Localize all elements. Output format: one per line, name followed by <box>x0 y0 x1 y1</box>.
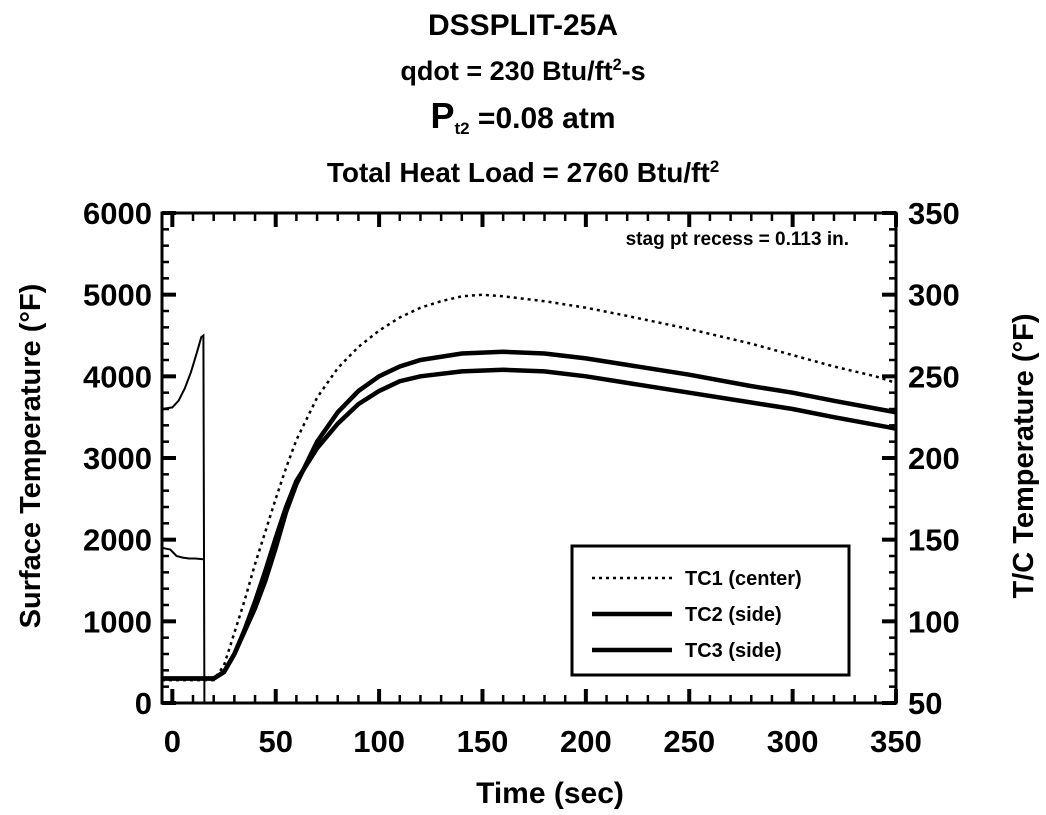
surface-temperature-line-1 <box>161 333 206 704</box>
y-right-tick-label: 100 <box>908 604 960 639</box>
y-axis-label-left: Surface Temperature (°F) <box>15 284 47 629</box>
x-tick-label: 250 <box>663 724 715 759</box>
x-tick-label: 350 <box>870 724 922 759</box>
y-left-tick-label: 1000 <box>83 604 152 639</box>
y-axis-label-right: T/C Temperature (°F) <box>1008 314 1040 599</box>
x-axis-label: Time (sec) <box>476 777 624 810</box>
y-left-tick-label: 3000 <box>83 441 152 476</box>
legend-label-tc2: TC2 (side) <box>685 604 782 626</box>
y-left-tick-label: 5000 <box>83 278 152 313</box>
x-tick-label: 0 <box>164 724 181 759</box>
axes-layer: 0 50 100 150 200 250 300 350 0 1000 2000 3000 4000 50… <box>83 196 960 759</box>
annotation-stag-pt-recess: stag pt recess = 0.113 in. <box>626 229 849 250</box>
x-tick-label: 50 <box>258 724 292 759</box>
y-left-tick-label: 6000 <box>83 196 152 231</box>
heat-load-subtitle: Total Heat Load = 2760 Btu/ft2 <box>326 157 720 188</box>
y-left-tick-label: 0 <box>135 686 152 721</box>
x-tick-label: 150 <box>457 724 509 759</box>
y-left-tick-label: 2000 <box>83 523 152 558</box>
surface-temperature-line-2 <box>161 546 204 561</box>
y-right-tick-label: 50 <box>908 686 942 721</box>
y-right-tick-label: 200 <box>908 441 960 476</box>
x-tick-label: 200 <box>560 724 612 759</box>
series-layer <box>161 293 897 704</box>
legend: TC1 (center) TC2 (side) TC3 (side) <box>570 544 851 677</box>
series-line-tc3 <box>162 367 897 681</box>
y-left-tick-label: 4000 <box>83 359 152 394</box>
pressure-subtitle: Pt2 =0.08 atm <box>430 95 616 139</box>
y-right-tick-label: 300 <box>908 278 960 313</box>
heat-flux-subtitle: qdot = 230 Btu/ft2-s <box>400 56 646 86</box>
legend-label-tc3: TC3 (side) <box>685 640 782 662</box>
x-tick-label: 300 <box>767 724 819 759</box>
series-line-tc1 <box>162 293 897 682</box>
y-right-tick-label: 350 <box>908 196 960 231</box>
x-tick-label: 100 <box>353 724 405 759</box>
y-right-tick-label: 150 <box>908 523 960 558</box>
chart-title: DSSPLIT-25A <box>427 9 619 42</box>
y-right-tick-label: 250 <box>908 359 960 394</box>
legend-box <box>570 544 851 677</box>
legend-label-tc1: TC1 (center) <box>685 568 802 590</box>
